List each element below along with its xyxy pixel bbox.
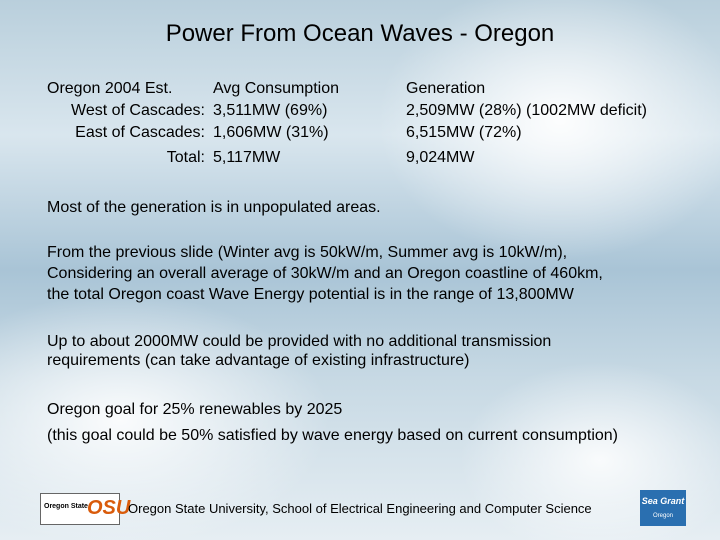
table-cell: Generation: [406, 80, 486, 97]
paragraph-line: (this goal could be 50% satisfied by wav…: [47, 427, 618, 444]
table-cell: Total:: [166, 149, 205, 166]
table-cell: 6,515MW (72%): [406, 124, 522, 141]
paragraph-line: requirements (can take advantage of exis…: [47, 352, 470, 369]
paragraph-line: Considering an overall average of 30kW/m…: [47, 265, 603, 282]
paragraph-line: Oregon goal for 25% renewables by 2025: [47, 401, 343, 418]
logo-mark: OSU: [87, 497, 131, 519]
table-cell: 1,606MW (31%): [213, 124, 329, 141]
paragraph-line: From the previous slide (Winter avg is 5…: [47, 244, 568, 261]
paragraph-line: Up to about 2000MW could be provided wit…: [47, 333, 552, 350]
sea-grant-logo: Sea Grant Oregon: [640, 490, 686, 526]
paragraph-line: Most of the generation is in unpopulated…: [47, 199, 381, 216]
table-cell: 3,511MW (69%): [213, 102, 328, 119]
table-cell: West of Cascades:: [71, 102, 205, 119]
footer-text: Oregon State University, School of Elect…: [128, 501, 592, 516]
table-cell: 9,024MW: [406, 149, 475, 166]
paragraph-line: the total Oregon coast Wave Energy poten…: [47, 286, 574, 303]
logo-subtext: Oregon: [652, 513, 673, 519]
table-cell: Avg Consumption: [213, 80, 339, 97]
osu-logo: Oregon State OSU: [40, 493, 130, 525]
logo-text: Sea Grant: [641, 496, 685, 506]
table-cell: Oregon 2004 Est.: [47, 80, 173, 97]
table-cell: 2,509MW (28%) (1002MW deficit): [406, 102, 647, 119]
slide-title: Power From Ocean Waves - Oregon: [165, 20, 555, 47]
table-cell: 5,117MW: [213, 149, 281, 166]
table-cell: East of Cascades:: [75, 124, 205, 141]
logo-text: Oregon State: [44, 503, 88, 510]
